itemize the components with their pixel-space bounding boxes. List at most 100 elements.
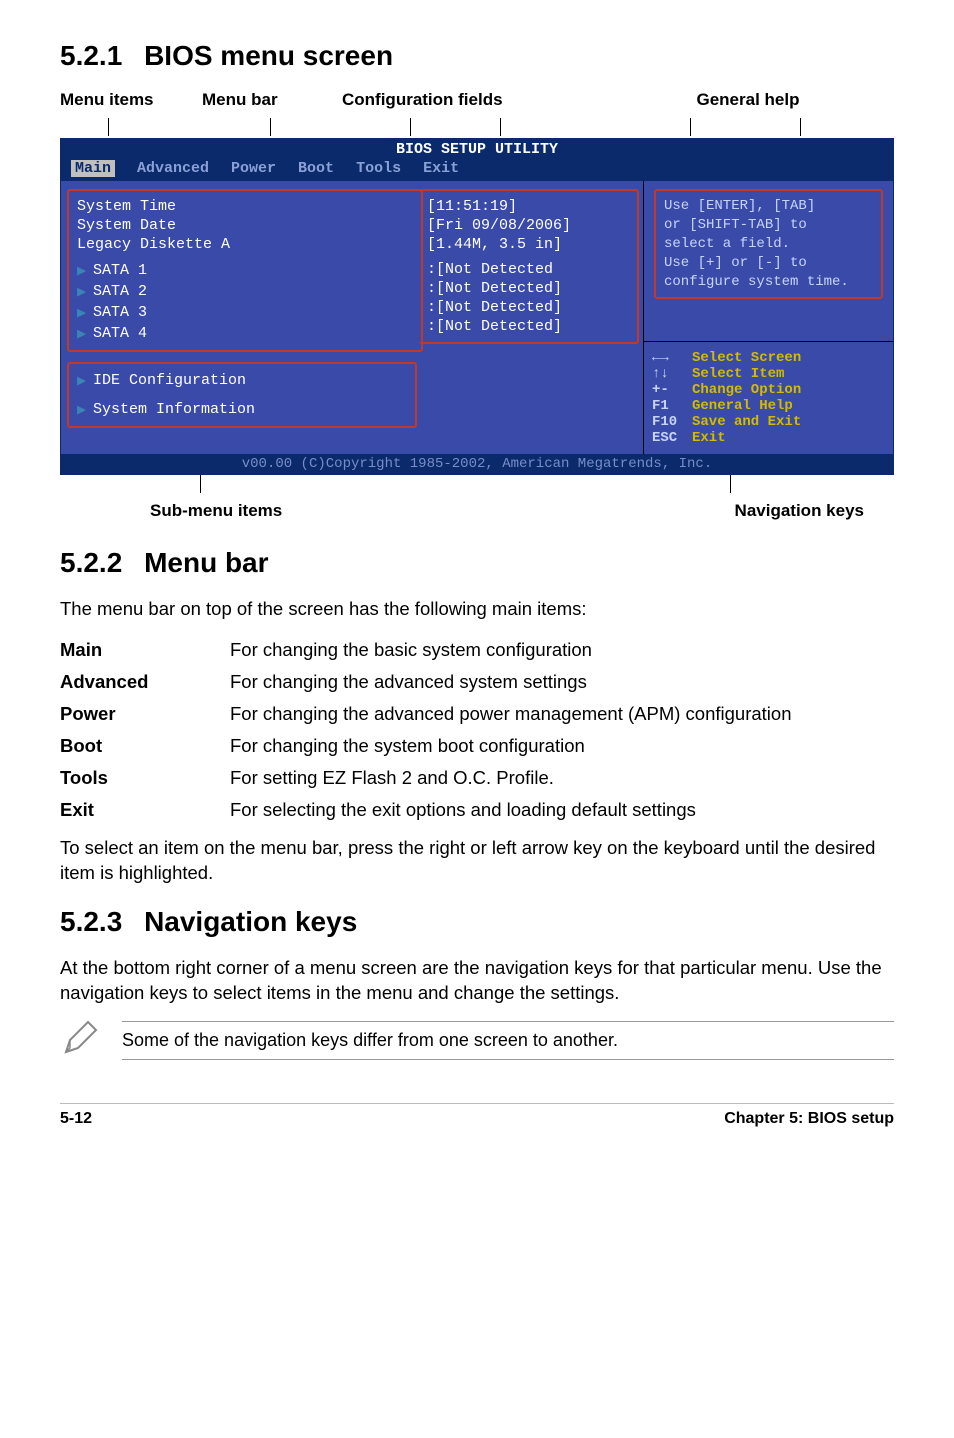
bios-row-sysinfo[interactable]: ▶System Information bbox=[77, 399, 407, 420]
callout-general-help: General help bbox=[602, 90, 894, 110]
def-term: Main bbox=[60, 634, 230, 666]
bios-row-systime[interactable]: System Time bbox=[77, 197, 413, 216]
bios-tab-advanced[interactable]: Advanced bbox=[137, 160, 209, 177]
bios-row-ideconf[interactable]: ▶IDE Configuration bbox=[77, 370, 407, 391]
pencil-icon bbox=[60, 1018, 102, 1063]
key-row: +-Change Option bbox=[652, 382, 885, 398]
key-row: F10Save and Exit bbox=[652, 414, 885, 430]
bios-tab-main[interactable]: Main bbox=[71, 160, 115, 177]
bios-tab-boot[interactable]: Boot bbox=[298, 160, 334, 177]
bios-mid-col: [11:51:19] [Fri 09/08/2006] [1.44M, 3.5 … bbox=[423, 181, 643, 454]
def-desc: For selecting the exit options and loadi… bbox=[230, 794, 894, 826]
bios-left-top-outline: System Time System Date Legacy Diskette … bbox=[67, 189, 423, 352]
callout-config-fields: Configuration fields bbox=[342, 90, 602, 110]
bios-label-sata2: SATA 2 bbox=[93, 283, 147, 300]
bios-val-sysdate: [Fri 09/08/2006] bbox=[427, 216, 629, 235]
bios-val-sata2: :[Not Detected] bbox=[427, 279, 629, 298]
key-k: ←→ bbox=[652, 350, 692, 366]
bios-label-diskette: Legacy Diskette A bbox=[77, 236, 230, 253]
bios-label-systime: System Time bbox=[77, 198, 176, 215]
note-text: Some of the navigation keys differ from … bbox=[122, 1021, 894, 1060]
help-line: configure system time. bbox=[664, 273, 873, 292]
arrow-icon: ▶ bbox=[77, 371, 93, 390]
def-desc: For changing the advanced system setting… bbox=[230, 666, 894, 698]
table-row: PowerFor changing the advanced power man… bbox=[60, 698, 894, 730]
key-row: ←→Select Screen bbox=[652, 350, 885, 366]
def-desc: For setting EZ Flash 2 and O.C. Profile. bbox=[230, 762, 894, 794]
tick-lines-bottom bbox=[60, 475, 894, 497]
bios-left-col: System Time System Date Legacy Diskette … bbox=[61, 181, 423, 454]
arrow-icon: ▶ bbox=[77, 261, 93, 280]
key-k: ↑↓ bbox=[652, 366, 692, 382]
help-line: or [SHIFT-TAB] to bbox=[664, 216, 873, 235]
bios-val-sata3: :[Not Detected] bbox=[427, 298, 629, 317]
bios-values-outline: [11:51:19] [Fri 09/08/2006] [1.44M, 3.5 … bbox=[419, 189, 639, 344]
para-after-523: At the bottom right corner of a menu scr… bbox=[60, 956, 894, 1006]
bios-label-sysdate: System Date bbox=[77, 217, 176, 234]
heading-num: 5.2.2 bbox=[60, 547, 122, 578]
bios-right-col: Use [ENTER], [TAB] or [SHIFT-TAB] to sel… bbox=[643, 181, 893, 454]
note-row: Some of the navigation keys differ from … bbox=[60, 1018, 894, 1063]
footer-right: Chapter 5: BIOS setup bbox=[724, 1110, 894, 1128]
bios-val-sata1: :[Not Detected bbox=[427, 260, 629, 279]
heading-523: 5.2.3 Navigation keys bbox=[60, 906, 894, 938]
bios-label-sata4: SATA 4 bbox=[93, 325, 147, 342]
bios-label-sysinfo: System Information bbox=[93, 401, 255, 418]
key-k: +- bbox=[652, 382, 692, 398]
key-v: Select Screen bbox=[692, 350, 801, 366]
bios-row-sata2[interactable]: ▶SATA 2 bbox=[77, 281, 413, 302]
bios-tab-exit[interactable]: Exit bbox=[423, 160, 459, 177]
callout-row-bottom: Sub-menu items Navigation keys bbox=[60, 501, 894, 521]
bios-val-diskette: [1.44M, 3.5 in] bbox=[427, 235, 629, 254]
def-term: Boot bbox=[60, 730, 230, 762]
key-k: F1 bbox=[652, 398, 692, 414]
bios-tab-power[interactable]: Power bbox=[231, 160, 276, 177]
arrow-icon: ▶ bbox=[77, 282, 93, 301]
bios-label-sata1: SATA 1 bbox=[93, 262, 147, 279]
bios-row-sata3[interactable]: ▶SATA 3 bbox=[77, 302, 413, 323]
bios-label-sata3: SATA 3 bbox=[93, 304, 147, 321]
para-after-522: The menu bar on top of the screen has th… bbox=[60, 597, 894, 622]
key-v: Select Item bbox=[692, 366, 784, 382]
def-term: Power bbox=[60, 698, 230, 730]
heading-title: BIOS menu screen bbox=[144, 40, 393, 71]
key-k: F10 bbox=[652, 414, 692, 430]
bios-left-bottom-outline: ▶IDE Configuration ▶System Information bbox=[67, 362, 417, 428]
bios-label-ideconf: IDE Configuration bbox=[93, 372, 246, 389]
bios-window: BIOS SETUP UTILITY Main Advanced Power B… bbox=[60, 138, 894, 475]
key-v: General Help bbox=[692, 398, 793, 414]
heading-521: 5.2.1 BIOS menu screen bbox=[60, 40, 894, 72]
bios-body: System Time System Date Legacy Diskette … bbox=[61, 181, 893, 454]
help-line: Use [+] or [-] to bbox=[664, 254, 873, 273]
callout-menu-items: Menu items bbox=[60, 90, 202, 110]
def-term: Exit bbox=[60, 794, 230, 826]
heading-num: 5.2.3 bbox=[60, 906, 122, 937]
bios-row-sysdate[interactable]: System Date bbox=[77, 216, 413, 235]
bios-tab-tools[interactable]: Tools bbox=[356, 160, 401, 177]
bios-help-keys: ←→Select Screen ↑↓Select Item +-Change O… bbox=[644, 342, 893, 454]
key-row: ↑↓Select Item bbox=[652, 366, 885, 382]
bios-row-sata4[interactable]: ▶SATA 4 bbox=[77, 323, 413, 344]
def-desc: For changing the advanced power manageme… bbox=[230, 698, 894, 730]
heading-522: 5.2.2 Menu bar bbox=[60, 547, 894, 579]
arrow-icon: ▶ bbox=[77, 400, 93, 419]
tick-lines-top bbox=[60, 116, 894, 138]
def-desc: For changing the system boot configurati… bbox=[230, 730, 894, 762]
key-v: Save and Exit bbox=[692, 414, 801, 430]
heading-title: Menu bar bbox=[144, 547, 268, 578]
bios-val-sata4: :[Not Detected] bbox=[427, 317, 629, 336]
callout-menu-bar: Menu bar bbox=[202, 90, 342, 110]
definitions-table: MainFor changing the basic system config… bbox=[60, 634, 894, 826]
key-v: Exit bbox=[692, 430, 726, 446]
bios-menubar: Main Advanced Power Boot Tools Exit bbox=[61, 158, 893, 181]
bios-row-sata1[interactable]: ▶SATA 1 bbox=[77, 260, 413, 281]
help-line: select a field. bbox=[664, 235, 873, 254]
help-line: Use [ENTER], [TAB] bbox=[664, 197, 873, 216]
key-v: Change Option bbox=[692, 382, 801, 398]
heading-num: 5.2.1 bbox=[60, 40, 122, 71]
table-row: ToolsFor setting EZ Flash 2 and O.C. Pro… bbox=[60, 762, 894, 794]
key-k: ESC bbox=[652, 430, 692, 446]
def-desc: For changing the basic system configurat… bbox=[230, 634, 894, 666]
bios-title: BIOS SETUP UTILITY bbox=[61, 139, 893, 158]
bios-row-diskette[interactable]: Legacy Diskette A bbox=[77, 235, 413, 254]
